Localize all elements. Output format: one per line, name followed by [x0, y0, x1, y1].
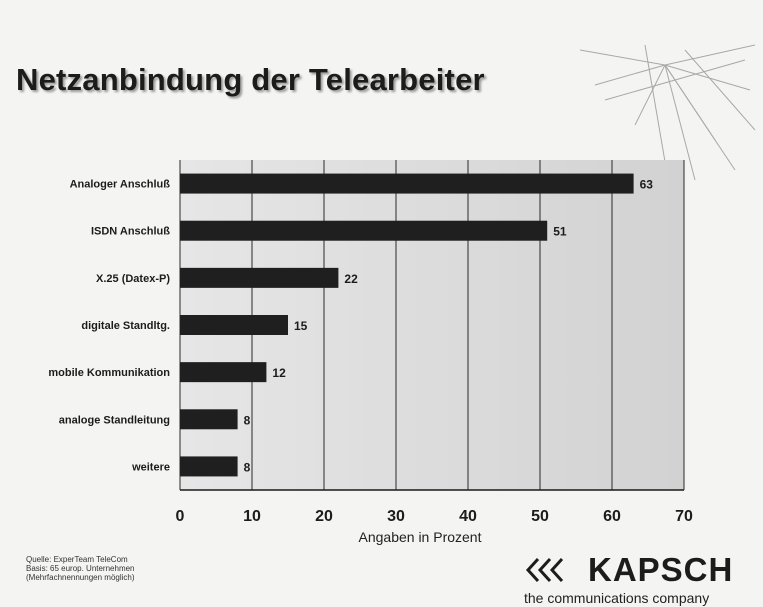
- x-tick-label: 20: [315, 508, 333, 525]
- x-tick-label: 0: [176, 508, 185, 525]
- x-tick-label: 40: [459, 508, 477, 525]
- logo-tagline: the communications company: [524, 590, 710, 606]
- source-note: Quelle: ExperTeam TeleCom Basis: 65 euro…: [26, 555, 135, 582]
- kapsch-chevron-icon: [525, 557, 564, 583]
- x-tick-label: 30: [387, 508, 405, 525]
- data-label: 12: [272, 366, 286, 380]
- category-label: weitere: [131, 461, 170, 473]
- category-label: mobile Kommunikation: [48, 367, 170, 379]
- data-label: 51: [553, 225, 567, 239]
- source-line: (Mehrfachnennungen möglich): [26, 573, 135, 582]
- x-tick-label: 70: [675, 508, 693, 525]
- category-label: digitale Standltg.: [81, 320, 170, 332]
- x-tick-label: 50: [531, 508, 549, 525]
- bar: [180, 267, 339, 288]
- data-label: 8: [244, 460, 251, 474]
- data-label: 22: [344, 272, 358, 286]
- x-tick-label: 10: [243, 508, 261, 525]
- bar: [180, 409, 238, 430]
- source-line: Quelle: ExperTeam TeleCom: [26, 555, 128, 564]
- data-label: 15: [294, 319, 308, 333]
- company-logo: KAPSCH the communications company: [524, 551, 759, 607]
- source-line: Basis: 65 europ. Unternehmen: [26, 564, 135, 573]
- category-label: analoge Standleitung: [59, 414, 170, 426]
- data-label: 63: [640, 178, 654, 192]
- bar: [180, 173, 634, 194]
- category-label: Analoger Anschluß: [70, 179, 171, 191]
- logo-name: KAPSCH: [588, 551, 734, 588]
- bar: [180, 456, 238, 477]
- page-title: Netzanbindung der Telearbeiter: [16, 62, 485, 97]
- category-label: X.25 (Datex-P): [96, 273, 170, 285]
- bar: [180, 220, 548, 241]
- x-axis-label: Angaben in Prozent: [359, 529, 482, 545]
- bar: [180, 315, 288, 335]
- x-tick-label: 60: [603, 508, 621, 525]
- bar: [180, 362, 267, 383]
- category-label: ISDN Anschluß: [91, 226, 170, 238]
- data-label: 8: [244, 413, 251, 427]
